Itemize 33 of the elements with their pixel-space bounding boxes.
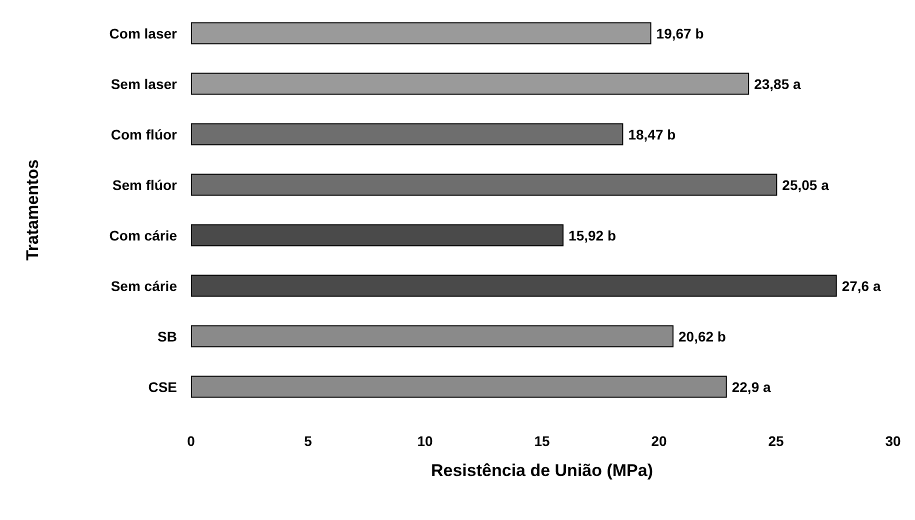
y-tick-label: Com laser	[109, 25, 178, 42]
data-label: 25,05 a	[782, 176, 830, 193]
data-label: 18,47 b	[628, 126, 676, 142]
y-tick-label: Com cárie	[109, 227, 178, 244]
x-axis-title: Resistência de União (MPa)	[430, 461, 654, 480]
bar	[191, 325, 674, 348]
x-tick-label: 0	[187, 433, 196, 449]
y-tick-label: Com flúor	[110, 126, 178, 142]
data-label: 23,85 a	[754, 76, 802, 92]
bar	[191, 224, 564, 246]
data-label: 15,92 b	[568, 227, 616, 244]
bar	[191, 174, 778, 196]
x-tick-label: 20	[651, 433, 667, 449]
y-tick-label: Sem laser	[110, 76, 178, 92]
bar	[191, 123, 624, 146]
data-label: 20,62 b	[678, 328, 726, 344]
y-tick-label: SB	[158, 328, 177, 344]
y-axis-title: Tratamentos	[23, 159, 42, 261]
bar	[191, 274, 837, 297]
x-tick-label: 30	[885, 433, 901, 449]
y-tick-label: Sem flúor	[112, 176, 178, 193]
y-tick-label: CSE	[148, 378, 177, 395]
data-label: 19,67 b	[656, 25, 704, 42]
x-tick-label: 5	[304, 433, 312, 449]
x-tick-label: 10	[417, 433, 433, 449]
x-tick-label: 15	[534, 433, 550, 449]
bar	[191, 376, 727, 398]
bar	[191, 22, 652, 44]
data-label: 22,9 a	[732, 378, 771, 395]
y-tick-label: Sem cárie	[110, 278, 178, 294]
bar	[191, 72, 750, 95]
data-label: 27,6 a	[842, 278, 881, 294]
x-tick-label: 25	[768, 433, 784, 449]
